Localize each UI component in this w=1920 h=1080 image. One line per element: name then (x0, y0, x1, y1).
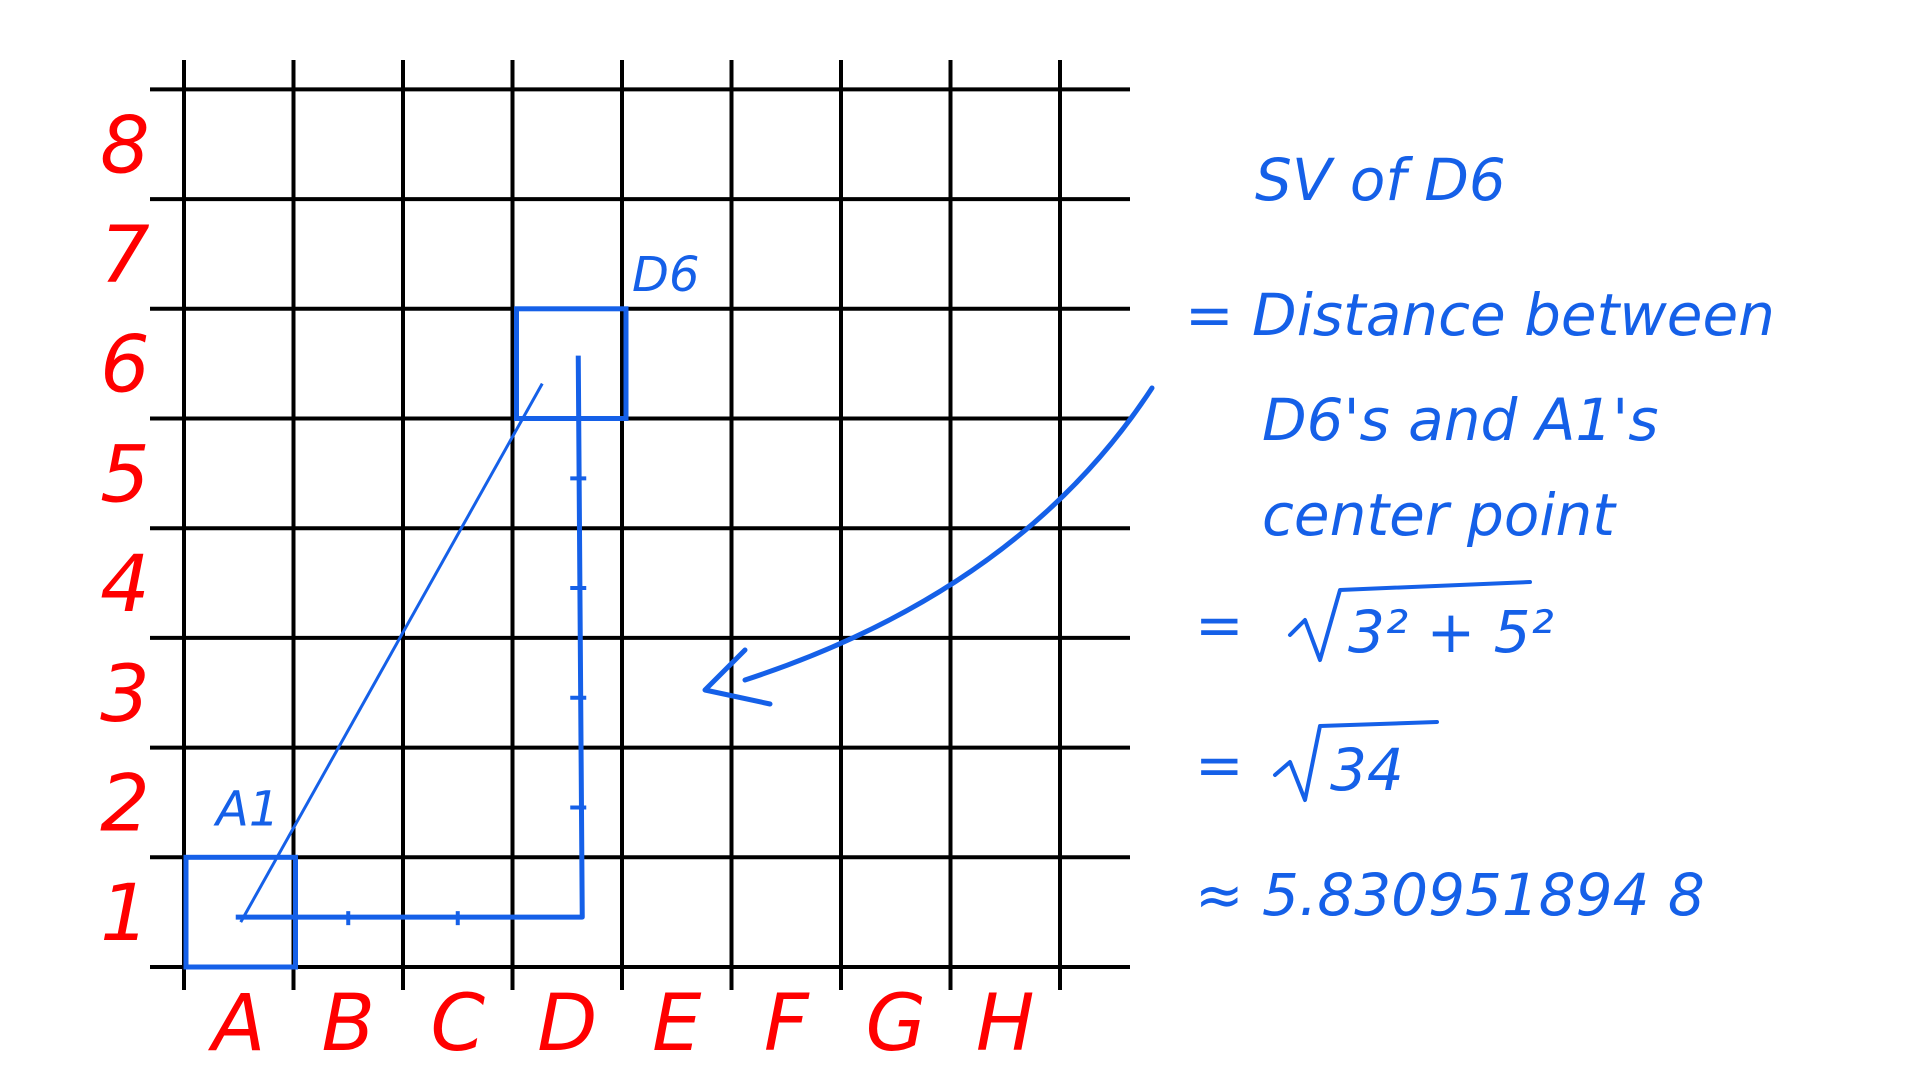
row-label: 1 (100, 869, 150, 959)
arrow-curve (742, 385, 1155, 683)
column-label: H (976, 979, 1035, 1069)
row-label: 5 (100, 430, 150, 520)
target-cell-label: D6 (632, 247, 700, 303)
note-approx: ≈ 5.830951894 8 (1195, 861, 1705, 929)
start-cell-highlight (183, 854, 298, 970)
sqrt-symbol-icon (1273, 720, 1439, 802)
step-ticks (346, 476, 587, 926)
sqrt-symbol-icon (1288, 580, 1532, 662)
column-label: C (431, 979, 486, 1069)
note-equals-2: = (1195, 731, 1244, 799)
row-label: 6 (100, 321, 150, 411)
distance-line (239, 382, 544, 923)
column-label: A (207, 979, 265, 1069)
column-label: G (866, 979, 926, 1069)
row-label: 3 (100, 650, 150, 740)
note-line-3: center point (1262, 481, 1617, 549)
column-label: F (764, 979, 810, 1069)
note-title: SV of D6 (1255, 146, 1506, 214)
arrow-head-icon (702, 647, 773, 707)
annotations: A1 D6 SV of D6 = Distance between D6's a… (183, 146, 1775, 970)
row-label: 4 (100, 540, 150, 630)
row-labels: 1 2 3 4 5 6 7 8 (100, 101, 150, 959)
grid-lines (150, 60, 1130, 990)
note-radicand-2: 34 (1330, 736, 1404, 804)
column-label: D (537, 979, 597, 1069)
row-label: 7 (100, 211, 150, 301)
note-line-2: D6's and A1's (1262, 386, 1658, 454)
step-path (235, 355, 585, 920)
row-label: 8 (100, 101, 150, 191)
note-equals-1: = (1195, 591, 1244, 659)
column-label: E (652, 979, 702, 1069)
target-cell-highlight (514, 306, 629, 421)
row-label: 2 (100, 759, 150, 849)
note-line-1: = Distance between (1185, 281, 1775, 349)
start-cell-label: A1 (213, 781, 279, 837)
column-label: B (321, 979, 375, 1069)
note-radicand-1: 3² + 5² (1348, 598, 1554, 666)
